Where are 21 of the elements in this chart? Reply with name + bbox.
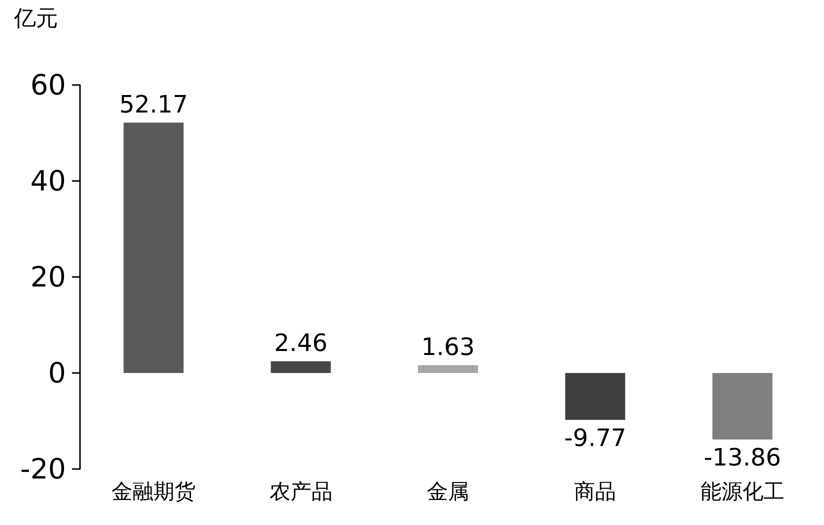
- bar: [712, 373, 772, 440]
- x-tick-label: 金属: [427, 480, 469, 504]
- y-tick-label: 0: [48, 356, 66, 390]
- x-tick-label: 农产品: [269, 480, 332, 504]
- bar: [124, 122, 184, 373]
- data-label: -9.77: [564, 424, 626, 452]
- bar: [565, 373, 626, 420]
- bar: [418, 365, 478, 373]
- data-label: 52.17: [119, 90, 188, 119]
- data-label: -13.86: [704, 444, 782, 472]
- y-tick-label: -20: [20, 452, 66, 486]
- y-tick-label: 40: [30, 164, 66, 198]
- data-label: 1.63: [421, 333, 475, 362]
- x-tick-label: 金融期货: [112, 480, 196, 504]
- bar: [270, 361, 331, 373]
- x-tick-label: 商品: [574, 480, 616, 504]
- y-tick-label: 60: [30, 68, 66, 102]
- data-label: 2.46: [274, 329, 328, 358]
- y-tick-label: 20: [30, 260, 66, 294]
- x-tick-label: 能源化工: [700, 480, 784, 504]
- y-axis-title: 亿元: [13, 6, 58, 32]
